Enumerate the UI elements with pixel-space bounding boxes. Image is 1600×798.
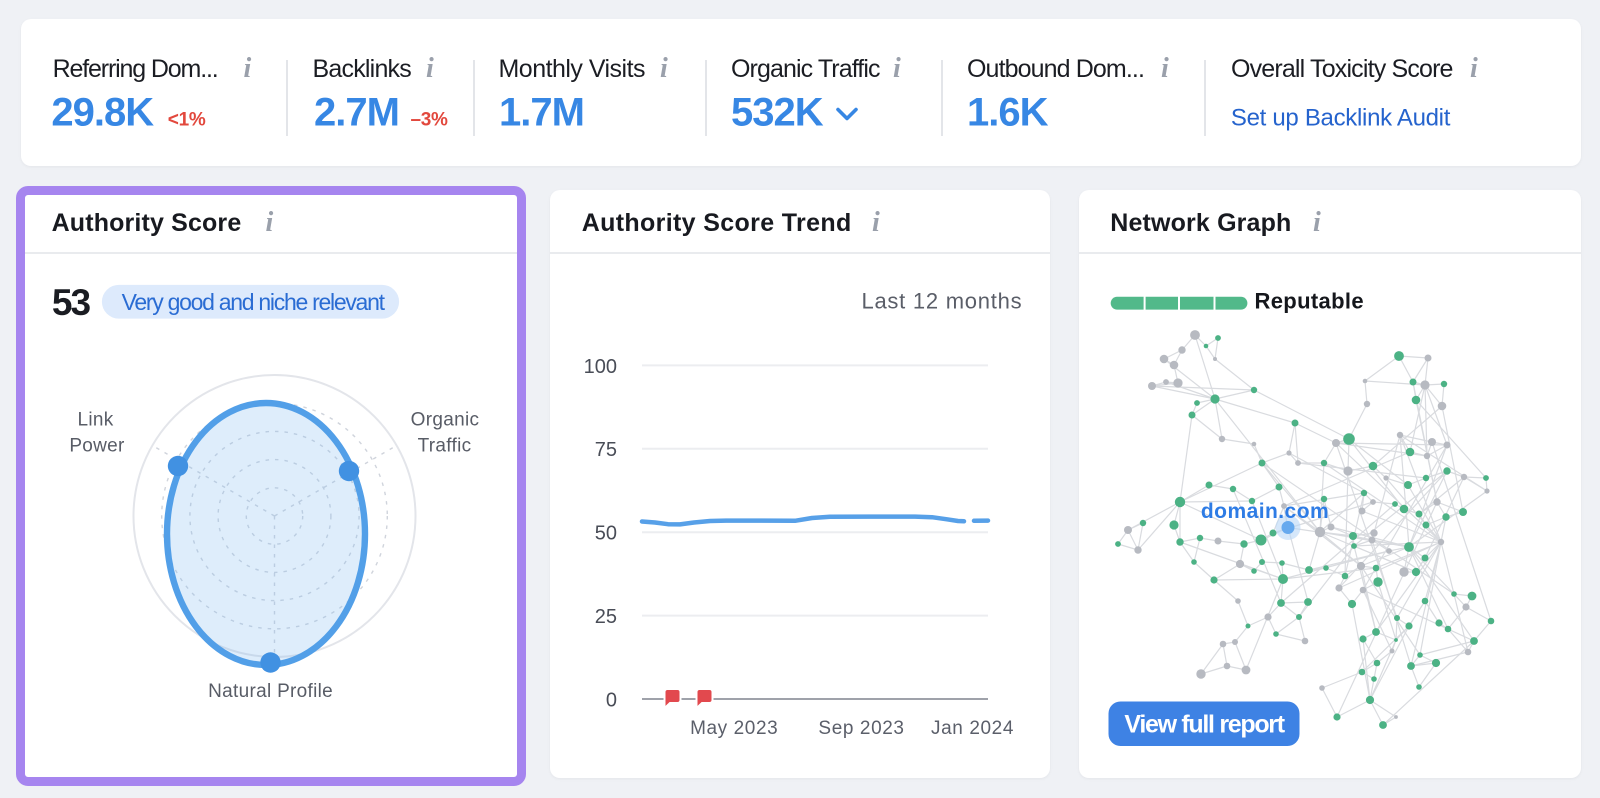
svg-text:Organic Traffic: Organic Traffic: [731, 55, 880, 83]
svg-text:Referring Dom...: Referring Dom...: [53, 55, 218, 83]
svg-text:Backlinks: Backlinks: [313, 55, 412, 83]
svg-text:Authority Score Trend: Authority Score Trend: [582, 209, 852, 237]
svg-text:Link: Link: [77, 410, 113, 431]
svg-text:25: 25: [595, 606, 617, 628]
svg-text:i: i: [893, 53, 901, 84]
svg-text:2.7M: 2.7M: [314, 91, 399, 135]
svg-text:Organic: Organic: [411, 410, 480, 431]
svg-text:1.6K: 1.6K: [967, 91, 1049, 135]
svg-text:Reputable: Reputable: [1255, 289, 1364, 314]
svg-text:Network Graph: Network Graph: [1110, 209, 1291, 237]
svg-text:29.8K: 29.8K: [51, 91, 154, 135]
svg-text:0: 0: [606, 689, 617, 711]
svg-text:i: i: [1161, 53, 1169, 84]
svg-text:View full report: View full report: [1124, 711, 1285, 739]
svg-text:May 2023: May 2023: [690, 718, 778, 739]
svg-text:domain.com: domain.com: [1201, 500, 1329, 523]
svg-text:i: i: [244, 53, 252, 84]
svg-text:Last 12 months: Last 12 months: [861, 289, 1022, 314]
svg-text:Traffic: Traffic: [418, 435, 472, 456]
svg-text:Natural Profile: Natural Profile: [208, 681, 333, 702]
svg-text:Sep 2023: Sep 2023: [818, 718, 904, 739]
svg-text:75: 75: [595, 439, 617, 461]
svg-text:<1%: <1%: [168, 110, 206, 131]
svg-text:Jan 2024: Jan 2024: [931, 718, 1014, 739]
svg-text:Authority Score: Authority Score: [52, 209, 242, 237]
svg-text:53: 53: [52, 282, 91, 323]
svg-text:532K: 532K: [731, 91, 824, 135]
svg-text:i: i: [1313, 207, 1321, 238]
svg-text:i: i: [872, 207, 880, 238]
svg-text:i: i: [426, 53, 434, 84]
svg-text:Very good and niche relevant: Very good and niche relevant: [122, 289, 386, 315]
svg-text:i: i: [266, 207, 274, 238]
svg-text:Outbound Dom...: Outbound Dom...: [967, 55, 1144, 83]
svg-text:Overall Toxicity Score: Overall Toxicity Score: [1231, 55, 1453, 83]
svg-text:50: 50: [595, 523, 617, 545]
svg-text:i: i: [660, 53, 668, 84]
svg-text:Set up Backlink Audit: Set up Backlink Audit: [1231, 105, 1451, 132]
svg-text:Monthly Visits: Monthly Visits: [499, 55, 645, 83]
svg-text:–3%: –3%: [411, 110, 449, 131]
svg-text:Power: Power: [69, 435, 125, 456]
svg-text:1.7M: 1.7M: [499, 91, 584, 135]
svg-text:100: 100: [584, 356, 617, 378]
svg-text:i: i: [1470, 53, 1478, 84]
